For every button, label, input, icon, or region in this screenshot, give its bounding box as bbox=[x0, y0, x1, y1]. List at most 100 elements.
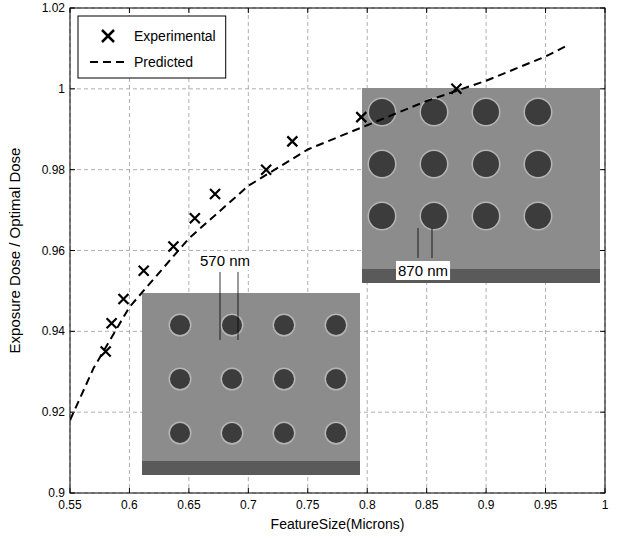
y-tick-label: 0.9 bbox=[48, 486, 65, 500]
tick-mark bbox=[70, 88, 75, 89]
micrograph-hole bbox=[525, 203, 551, 229]
annotation-text: 870 nm bbox=[398, 262, 448, 279]
micrograph-hole bbox=[222, 315, 242, 335]
tick-mark bbox=[70, 8, 75, 9]
micrograph-hole-rim bbox=[169, 314, 192, 337]
micrograph-background bbox=[362, 88, 600, 283]
micrograph-hole-rim bbox=[420, 150, 449, 179]
tick-mark bbox=[248, 488, 249, 493]
tick-mark bbox=[70, 331, 75, 332]
x-tick-label: 0.65 bbox=[177, 498, 201, 512]
micrograph-hole bbox=[421, 99, 447, 125]
data-point bbox=[119, 294, 129, 304]
micrograph-hole-rim bbox=[420, 202, 449, 231]
plot-frame bbox=[70, 8, 605, 493]
tick-mark bbox=[70, 250, 75, 251]
legend-box bbox=[78, 16, 226, 78]
annotation: 570 nm bbox=[198, 251, 252, 270]
micrograph-background bbox=[142, 293, 360, 475]
tick-mark bbox=[486, 8, 487, 13]
tick-mark bbox=[426, 8, 427, 13]
data-point bbox=[261, 165, 271, 175]
legend: ExperimentalPredicted bbox=[78, 16, 226, 78]
tick-mark bbox=[129, 488, 130, 493]
axes: 0.550.60.650.70.750.80.850.90.9510.90.92… bbox=[42, 1, 609, 512]
y-tick-label: 0.92 bbox=[42, 405, 66, 419]
tick-mark bbox=[70, 412, 75, 413]
tick-mark bbox=[600, 8, 605, 9]
micrograph-inset bbox=[362, 88, 600, 283]
x-tick-label: 0.6 bbox=[121, 498, 138, 512]
micrograph-hole-rim bbox=[273, 314, 296, 337]
tick-mark bbox=[188, 488, 189, 493]
micrograph-hole-rim bbox=[169, 422, 192, 445]
annotation-patch bbox=[396, 261, 450, 280]
x-tick-label: 0.7 bbox=[240, 498, 257, 512]
tick-mark bbox=[70, 8, 71, 13]
micrograph-hole bbox=[170, 315, 190, 335]
y-tick-label: 0.94 bbox=[42, 324, 66, 338]
micrograph-hole bbox=[274, 423, 294, 443]
tick-mark bbox=[426, 488, 427, 493]
annotation-patch bbox=[198, 251, 252, 270]
tick-mark bbox=[188, 8, 189, 13]
tick-mark bbox=[367, 488, 368, 493]
micrograph-hole-rim bbox=[368, 98, 397, 127]
micrograph-hole-rim bbox=[472, 98, 501, 127]
annotation: 870 nm bbox=[396, 261, 450, 280]
y-tick-label: 0.98 bbox=[42, 163, 66, 177]
tick-mark bbox=[600, 169, 605, 170]
x-tick-label: 0.55 bbox=[58, 498, 82, 512]
micrograph-hole bbox=[369, 99, 395, 125]
micrograph-hole-rim bbox=[368, 202, 397, 231]
tick-mark bbox=[600, 412, 605, 413]
data-point bbox=[139, 266, 149, 276]
micrograph-hole-rim bbox=[221, 314, 244, 337]
micrograph-hole bbox=[170, 369, 190, 389]
annotation-text: 570 nm bbox=[200, 252, 250, 269]
micrograph-hole-rim bbox=[273, 422, 296, 445]
micrograph-hole bbox=[222, 369, 242, 389]
micrograph-hole-rim bbox=[524, 98, 553, 127]
y-axis-title: Exposure Dose / Optimal Dose bbox=[6, 148, 23, 354]
data-point bbox=[287, 136, 297, 146]
chart: 570 nm870 nm0.550.60.650.70.750.80.850.9… bbox=[0, 0, 619, 538]
micrograph-hole-rim bbox=[325, 368, 348, 391]
leader-line bbox=[238, 272, 239, 340]
micrograph-hole bbox=[326, 369, 346, 389]
micrograph-hole bbox=[421, 203, 447, 229]
data-point bbox=[190, 213, 200, 223]
tick-mark bbox=[307, 8, 308, 13]
micrograph-hole bbox=[421, 151, 447, 177]
tick-mark bbox=[605, 488, 606, 493]
micrograph-hole-rim bbox=[472, 150, 501, 179]
tick-mark bbox=[307, 488, 308, 493]
data bbox=[70, 44, 569, 420]
micrograph-inset bbox=[142, 293, 360, 475]
tick-mark bbox=[486, 488, 487, 493]
micrograph-hole bbox=[222, 423, 242, 443]
tick-mark bbox=[70, 493, 75, 494]
tick-mark bbox=[600, 493, 605, 494]
micrograph-hole-rim bbox=[273, 368, 296, 391]
micrograph-hole bbox=[473, 203, 499, 229]
micrograph-hole bbox=[274, 315, 294, 335]
micrograph-hole-rim bbox=[420, 98, 449, 127]
micrograph-hole-rim bbox=[325, 422, 348, 445]
tick-mark bbox=[600, 331, 605, 332]
y-tick-label: 0.96 bbox=[42, 244, 66, 258]
micrograph-hole-rim bbox=[221, 368, 244, 391]
plot-background bbox=[70, 8, 605, 493]
micrograph-hole bbox=[369, 151, 395, 177]
micrograph-hole-rim bbox=[524, 202, 553, 231]
data-point bbox=[356, 112, 366, 122]
micrograph-hole bbox=[473, 99, 499, 125]
x-tick-label: 0.9 bbox=[478, 498, 495, 512]
micrograph-hole-rim bbox=[221, 422, 244, 445]
y-tick-label: 1.02 bbox=[42, 1, 66, 15]
tick-mark bbox=[600, 250, 605, 251]
micrograph-hole bbox=[274, 369, 294, 389]
y-tick-label: 1 bbox=[58, 82, 65, 96]
micrograph-hole bbox=[369, 203, 395, 229]
x-axis-title: FeatureSize(Microns) bbox=[271, 516, 405, 532]
